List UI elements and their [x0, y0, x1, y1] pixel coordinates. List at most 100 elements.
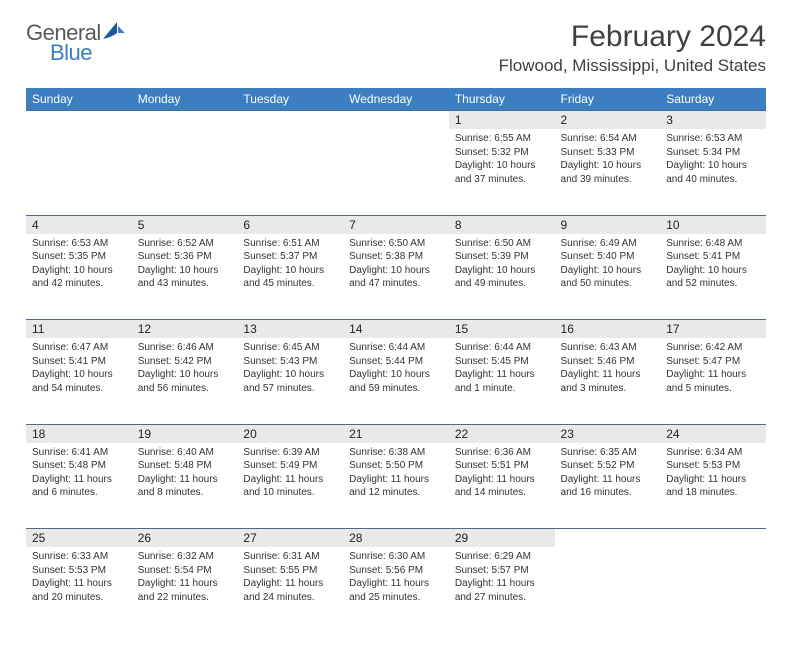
day-content-cell: Sunrise: 6:52 AMSunset: 5:36 PMDaylight:…: [132, 234, 238, 320]
sunset-text: Sunset: 5:34 PM: [666, 146, 760, 160]
day-number-cell: 28: [343, 529, 449, 548]
sunrise-text: Sunrise: 6:53 AM: [666, 132, 760, 146]
sunset-text: Sunset: 5:47 PM: [666, 355, 760, 369]
sunrise-text: Sunrise: 6:51 AM: [243, 237, 337, 251]
sunset-text: Sunset: 5:48 PM: [32, 459, 126, 473]
daylight-text: and 37 minutes.: [455, 173, 549, 187]
daylight-text: Daylight: 10 hours: [666, 159, 760, 173]
sunset-text: Sunset: 5:50 PM: [349, 459, 443, 473]
day-number-cell: 29: [449, 529, 555, 548]
day-content-cell: Sunrise: 6:53 AMSunset: 5:34 PMDaylight:…: [660, 129, 766, 215]
daylight-text: and 3 minutes.: [561, 382, 655, 396]
daylight-text: Daylight: 11 hours: [561, 473, 655, 487]
day-content-cell: Sunrise: 6:41 AMSunset: 5:48 PMDaylight:…: [26, 443, 132, 529]
sunset-text: Sunset: 5:56 PM: [349, 564, 443, 578]
sunrise-text: Sunrise: 6:50 AM: [349, 237, 443, 251]
week-daynum-row: 2526272829: [26, 529, 766, 548]
daylight-text: and 39 minutes.: [561, 173, 655, 187]
page: General Blue February 2024 Flowood, Miss…: [0, 0, 792, 653]
sunrise-text: Sunrise: 6:52 AM: [138, 237, 232, 251]
day-content-cell: [132, 129, 238, 215]
sunrise-text: Sunrise: 6:45 AM: [243, 341, 337, 355]
daylight-text: Daylight: 11 hours: [243, 473, 337, 487]
sunset-text: Sunset: 5:49 PM: [243, 459, 337, 473]
sunset-text: Sunset: 5:43 PM: [243, 355, 337, 369]
daylight-text: and 47 minutes.: [349, 277, 443, 291]
col-tuesday: Tuesday: [237, 88, 343, 111]
day-content-cell: Sunrise: 6:31 AMSunset: 5:55 PMDaylight:…: [237, 547, 343, 633]
day-content-cell: Sunrise: 6:39 AMSunset: 5:49 PMDaylight:…: [237, 443, 343, 529]
week-content-row: Sunrise: 6:53 AMSunset: 5:35 PMDaylight:…: [26, 234, 766, 320]
week-daynum-row: 123: [26, 111, 766, 130]
location-subtitle: Flowood, Mississippi, United States: [499, 56, 766, 76]
day-number-cell: 14: [343, 320, 449, 339]
sunset-text: Sunset: 5:36 PM: [138, 250, 232, 264]
col-sunday: Sunday: [26, 88, 132, 111]
daylight-text: and 16 minutes.: [561, 486, 655, 500]
day-number-cell: 16: [555, 320, 661, 339]
sunset-text: Sunset: 5:45 PM: [455, 355, 549, 369]
day-content-cell: [343, 129, 449, 215]
sunset-text: Sunset: 5:39 PM: [455, 250, 549, 264]
day-number-cell: 1: [449, 111, 555, 130]
sunset-text: Sunset: 5:33 PM: [561, 146, 655, 160]
daylight-text: and 20 minutes.: [32, 591, 126, 605]
day-number-cell: 15: [449, 320, 555, 339]
col-monday: Monday: [132, 88, 238, 111]
day-number-cell: [343, 111, 449, 130]
day-number-cell: 12: [132, 320, 238, 339]
sunrise-text: Sunrise: 6:47 AM: [32, 341, 126, 355]
daylight-text: and 25 minutes.: [349, 591, 443, 605]
day-number-cell: 13: [237, 320, 343, 339]
week-content-row: Sunrise: 6:41 AMSunset: 5:48 PMDaylight:…: [26, 443, 766, 529]
day-number-cell: 25: [26, 529, 132, 548]
day-number-cell: [660, 529, 766, 548]
day-content-cell: Sunrise: 6:29 AMSunset: 5:57 PMDaylight:…: [449, 547, 555, 633]
day-content-cell: Sunrise: 6:54 AMSunset: 5:33 PMDaylight:…: [555, 129, 661, 215]
daylight-text: and 5 minutes.: [666, 382, 760, 396]
day-content-cell: Sunrise: 6:44 AMSunset: 5:44 PMDaylight:…: [343, 338, 449, 424]
day-content-cell: Sunrise: 6:49 AMSunset: 5:40 PMDaylight:…: [555, 234, 661, 320]
daylight-text: Daylight: 10 hours: [349, 264, 443, 278]
week-content-row: Sunrise: 6:47 AMSunset: 5:41 PMDaylight:…: [26, 338, 766, 424]
sunrise-text: Sunrise: 6:42 AM: [666, 341, 760, 355]
day-content-cell: Sunrise: 6:32 AMSunset: 5:54 PMDaylight:…: [132, 547, 238, 633]
day-number-cell: [132, 111, 238, 130]
day-number-cell: 19: [132, 424, 238, 443]
sunrise-text: Sunrise: 6:39 AM: [243, 446, 337, 460]
daylight-text: Daylight: 10 hours: [455, 264, 549, 278]
sunset-text: Sunset: 5:38 PM: [349, 250, 443, 264]
daylight-text: Daylight: 11 hours: [349, 577, 443, 591]
day-content-cell: [26, 129, 132, 215]
daylight-text: and 59 minutes.: [349, 382, 443, 396]
day-number-cell: 22: [449, 424, 555, 443]
day-content-cell: Sunrise: 6:47 AMSunset: 5:41 PMDaylight:…: [26, 338, 132, 424]
day-number-cell: 21: [343, 424, 449, 443]
sunrise-text: Sunrise: 6:34 AM: [666, 446, 760, 460]
col-wednesday: Wednesday: [343, 88, 449, 111]
daylight-text: Daylight: 11 hours: [32, 577, 126, 591]
day-number-cell: 26: [132, 529, 238, 548]
sunrise-text: Sunrise: 6:33 AM: [32, 550, 126, 564]
col-friday: Friday: [555, 88, 661, 111]
daylight-text: and 27 minutes.: [455, 591, 549, 605]
day-content-cell: Sunrise: 6:38 AMSunset: 5:50 PMDaylight:…: [343, 443, 449, 529]
sunset-text: Sunset: 5:53 PM: [666, 459, 760, 473]
daylight-text: Daylight: 10 hours: [138, 264, 232, 278]
day-number-cell: 7: [343, 215, 449, 234]
sunset-text: Sunset: 5:55 PM: [243, 564, 337, 578]
week-daynum-row: 11121314151617: [26, 320, 766, 339]
day-number-cell: [555, 529, 661, 548]
day-content-cell: Sunrise: 6:46 AMSunset: 5:42 PMDaylight:…: [132, 338, 238, 424]
sunset-text: Sunset: 5:48 PM: [138, 459, 232, 473]
daylight-text: Daylight: 11 hours: [455, 473, 549, 487]
day-content-cell: Sunrise: 6:44 AMSunset: 5:45 PMDaylight:…: [449, 338, 555, 424]
col-saturday: Saturday: [660, 88, 766, 111]
daylight-text: and 42 minutes.: [32, 277, 126, 291]
logo: General Blue: [26, 20, 125, 66]
sunset-text: Sunset: 5:53 PM: [32, 564, 126, 578]
sunrise-text: Sunrise: 6:31 AM: [243, 550, 337, 564]
day-content-cell: Sunrise: 6:30 AMSunset: 5:56 PMDaylight:…: [343, 547, 449, 633]
sunrise-text: Sunrise: 6:54 AM: [561, 132, 655, 146]
daylight-text: and 45 minutes.: [243, 277, 337, 291]
